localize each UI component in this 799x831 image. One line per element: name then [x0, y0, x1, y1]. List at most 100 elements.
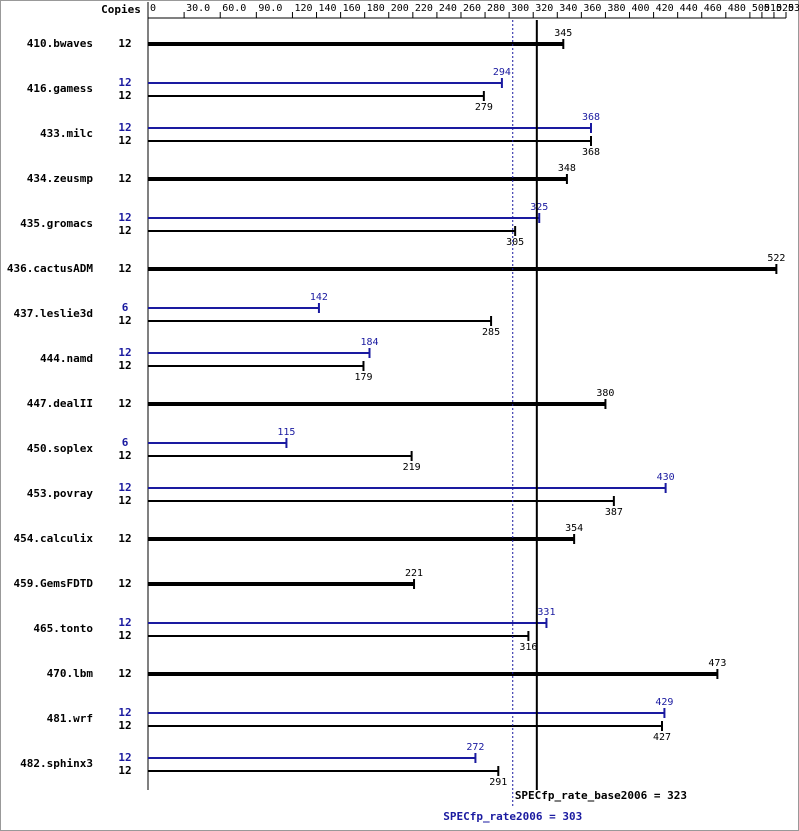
x-tick-label: 520 [776, 3, 794, 14]
copies-label: 12 [118, 751, 131, 764]
value-label: 221 [405, 568, 423, 579]
x-tick-label: 510 [764, 3, 782, 14]
copies-label: 6 [122, 436, 129, 449]
copies-label: 12 [118, 359, 131, 372]
value-label: 368 [582, 147, 600, 158]
value-label: 115 [277, 427, 295, 438]
x-tick-label: 440 [680, 3, 698, 14]
copies-label: 12 [118, 314, 131, 327]
copies-label: 12 [118, 224, 131, 237]
value-label: 345 [554, 28, 572, 39]
copies-label: 12 [118, 397, 131, 410]
copies-header: Copies [101, 3, 141, 16]
value-label: 294 [493, 67, 511, 78]
copies-label: 12 [118, 89, 131, 102]
copies-label: 12 [118, 481, 131, 494]
copies-label: 12 [118, 532, 131, 545]
value-label: 305 [506, 237, 524, 248]
value-label: 427 [653, 732, 671, 743]
benchmark-label: 481.wrf [47, 712, 93, 725]
benchmark-label: 433.milc [40, 127, 93, 140]
copies-label: 12 [118, 262, 131, 275]
value-label: 473 [708, 658, 726, 669]
x-tick-label: 380 [607, 3, 625, 14]
benchmark-label: 453.povray [27, 487, 94, 500]
x-tick-label: 0 [150, 3, 156, 14]
x-tick-label: 30.0 [186, 3, 210, 14]
value-label: 291 [489, 777, 507, 788]
copies-label: 12 [118, 577, 131, 590]
x-tick-label: 60.0 [222, 3, 246, 14]
benchmark-label: 435.gromacs [20, 217, 93, 230]
benchmark-label: 436.cactusADM [7, 262, 93, 275]
x-tick-label: 120 [294, 3, 312, 14]
copies-label: 12 [118, 629, 131, 642]
copies-label: 12 [118, 494, 131, 507]
value-label: 522 [767, 253, 785, 264]
copies-label: 6 [122, 301, 129, 314]
reference-label: SPECfp_rate2006 = 303 [443, 810, 582, 823]
benchmark-label: 450.soplex [27, 442, 94, 455]
value-label: 348 [558, 163, 576, 174]
x-tick-label: 400 [632, 3, 650, 14]
x-tick-label: 280 [487, 3, 505, 14]
x-tick-label: 320 [535, 3, 553, 14]
x-tick-label: 180 [367, 3, 385, 14]
x-tick-label: 140 [319, 3, 337, 14]
benchmark-label: 416.gamess [27, 82, 93, 95]
x-tick-label: 200 [391, 3, 409, 14]
x-tick-label: 220 [415, 3, 433, 14]
copies-label: 12 [118, 76, 131, 89]
copies-label: 12 [118, 719, 131, 732]
value-label: 279 [475, 102, 493, 113]
x-tick-label: 530 [788, 3, 799, 14]
copies-label: 12 [118, 667, 131, 680]
value-label: 184 [360, 337, 378, 348]
copies-label: 12 [118, 172, 131, 185]
value-label: 380 [596, 388, 614, 399]
value-label: 387 [605, 507, 623, 518]
copies-label: 12 [118, 706, 131, 719]
benchmark-label: 434.zeusmp [27, 172, 94, 185]
value-label: 179 [354, 372, 372, 383]
copies-label: 12 [118, 121, 131, 134]
x-tick-label: 460 [704, 3, 722, 14]
copies-label: 12 [118, 449, 131, 462]
benchmark-label: 470.lbm [47, 667, 94, 680]
x-tick-label: 90.0 [258, 3, 282, 14]
x-tick-label: 340 [559, 3, 577, 14]
value-label: 325 [530, 202, 548, 213]
x-tick-label: 160 [343, 3, 361, 14]
copies-label: 12 [118, 134, 131, 147]
benchmark-label: 454.calculix [14, 532, 94, 545]
copies-label: 12 [118, 211, 131, 224]
value-label: 142 [310, 292, 328, 303]
value-label: 219 [403, 462, 421, 473]
benchmark-label: 459.GemsFDTD [14, 577, 94, 590]
value-label: 430 [657, 472, 675, 483]
copies-label: 12 [118, 37, 131, 50]
copies-label: 12 [118, 616, 131, 629]
x-tick-label: 420 [656, 3, 674, 14]
copies-label: 12 [118, 764, 131, 777]
benchmark-label: 444.namd [40, 352, 93, 365]
copies-label: 12 [118, 346, 131, 359]
value-label: 272 [466, 742, 484, 753]
benchmark-label: 437.leslie3d [14, 307, 93, 320]
x-tick-label: 480 [728, 3, 746, 14]
value-label: 285 [482, 327, 500, 338]
benchmark-label: 465.tonto [33, 622, 93, 635]
benchmark-label: 410.bwaves [27, 37, 93, 50]
value-label: 354 [565, 523, 583, 534]
reference-label: SPECfp_rate_base2006 = 323 [515, 789, 687, 802]
x-tick-label: 500 [752, 3, 770, 14]
value-label: 316 [519, 642, 537, 653]
x-tick-label: 360 [583, 3, 601, 14]
x-tick-label: 260 [463, 3, 481, 14]
x-tick-label: 240 [439, 3, 457, 14]
benchmark-label: 447.dealII [27, 397, 93, 410]
value-label: 368 [582, 112, 600, 123]
benchmark-label: 482.sphinx3 [20, 757, 93, 770]
